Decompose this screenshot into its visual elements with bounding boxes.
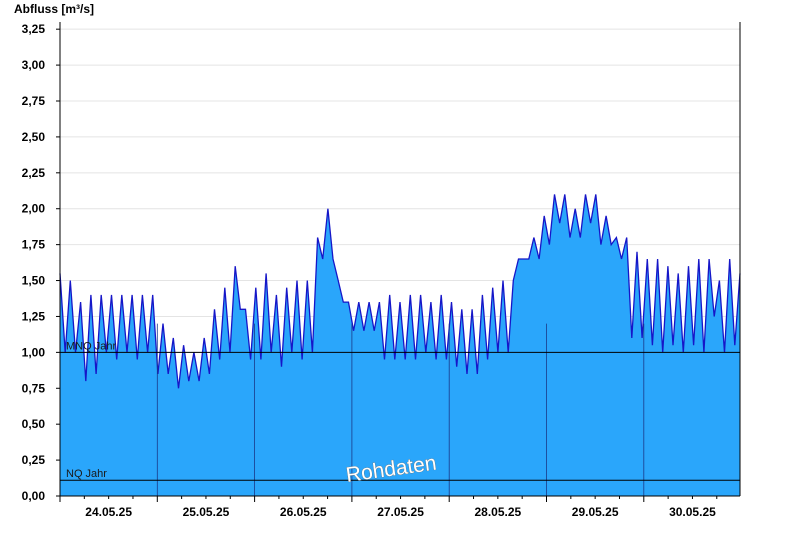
y-tick-label: 0,25 [22, 453, 46, 467]
data-area [59, 194, 741, 496]
x-tick-label: 29.05.25 [572, 505, 619, 519]
series-area [60, 194, 740, 496]
chart-title: Abfluss [m³/s] [14, 2, 94, 16]
y-tick-label: 1,75 [22, 238, 46, 252]
x-tick-label: 27.05.25 [377, 505, 424, 519]
y-tick-label: 0,75 [22, 381, 46, 395]
series-line [59, 194, 741, 389]
reference-lines: MNQ Jahr NQ Jahr [60, 340, 740, 481]
y-tick-label: 3,25 [22, 22, 46, 36]
y-tick-label: 1,25 [22, 309, 46, 323]
x-axis-ticks: 24.05.25 25.05.25 26.05.25 27.05.25 28.05.25… [59, 496, 718, 519]
y-tick-label: 2,50 [22, 130, 46, 144]
y-tick-label: 1,50 [22, 274, 46, 288]
y-tick-label: 0,50 [22, 417, 46, 431]
y-tick-label: 1,00 [22, 345, 46, 359]
x-tick-label: 24.05.25 [85, 505, 132, 519]
y-tick-label: 0,00 [22, 489, 46, 503]
reference-line-label: NQ Jahr [66, 468, 107, 480]
y-tick-label: 3,00 [22, 58, 46, 72]
y-axis-ticks: 0,00 0,25 0,50 0,75 1,00 1,25 1,50 1,75 2,00 2,25… [22, 22, 60, 503]
y-tick-label: 2,25 [22, 166, 46, 180]
y-tick-label: 2,75 [22, 94, 46, 108]
x-tick-label: 30.05.25 [669, 505, 716, 519]
reference-line-label: MNQ Jahr [66, 340, 116, 352]
x-tick-label: 26.05.25 [280, 505, 327, 519]
y-tick-label: 2,00 [22, 202, 46, 216]
x-tick-label: 25.05.25 [183, 505, 230, 519]
x-tick-label: 28.05.25 [474, 505, 521, 519]
